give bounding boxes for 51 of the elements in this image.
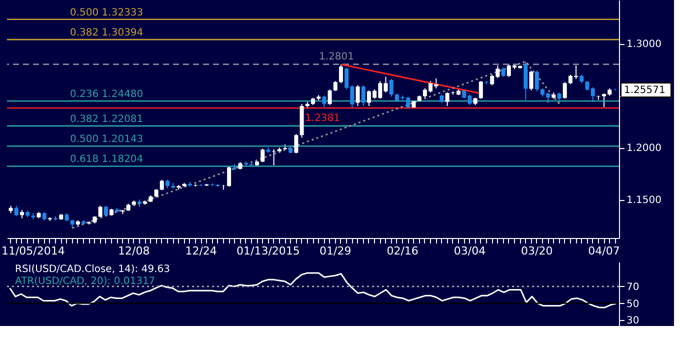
candlestick [328,88,332,106]
x-tick-label: 11/05/2014 [1,244,65,258]
x-tick-label: 02/16 [386,244,418,258]
ref-line-label: 0.382 1.22081 [70,114,144,125]
candlestick [557,92,562,104]
ref-line-label: 0.236 1.24480 [70,89,144,100]
candlestick [501,67,506,78]
ref-line-label: 0.500 1.32333 [70,7,144,18]
candlestick [294,134,298,154]
y-tick-label: 1.2000 [626,143,662,154]
candlestick [14,205,18,217]
candlestick [98,205,102,218]
x-tick-label: 04/07 [588,244,620,258]
candlestick [333,80,338,92]
candlestick [478,80,483,100]
candlestick [227,166,232,188]
candlestick [338,64,343,84]
chart-title: RSI(USD/CAD.Close, 14): 49.63 [15,264,170,275]
candlestick [445,92,450,107]
x-tick-label: 03/20 [521,244,553,258]
candlestick [529,70,534,91]
candlestick [160,179,164,191]
y-tick-label: 1.3000 [626,39,662,50]
y-tick-label: 50 [626,298,640,310]
y-tick-label: 70 [626,282,640,293]
y-tick-label: 30 [626,316,640,327]
x-tick-label: 03/04 [454,244,486,258]
candlestick [384,76,388,93]
candlestick [361,84,366,107]
ref-line-label: 0.382 1.30394 [70,28,144,39]
candlestick [534,70,539,92]
candlestick [590,86,595,102]
candlestick [585,80,590,91]
x-tick-label: 01/13/2015 [236,244,300,258]
ref-line-label: 1.2801 [319,51,354,62]
candlestick [596,95,600,100]
x-tick-label: 01/29 [320,244,352,258]
text: ATR(USD/CAD, 20): 0.01317 [15,276,156,287]
ref-line-label: 0.618 1.18204 [70,154,144,166]
text: 1.25571 [624,85,666,96]
candlestick [322,95,326,108]
candlestick [356,84,360,107]
ref-line-label: 1.2381 [305,112,340,124]
y-tick-label: 1.1500 [626,195,662,206]
candlestick [272,148,276,166]
candlestick [260,148,265,163]
candlestick [389,78,394,98]
x-tick-label: 12/24 [185,244,217,258]
candlestick [562,82,567,100]
x-tick-label: 12/08 [118,244,150,258]
ref-line-label: 0.500 1.20143 [70,134,144,146]
